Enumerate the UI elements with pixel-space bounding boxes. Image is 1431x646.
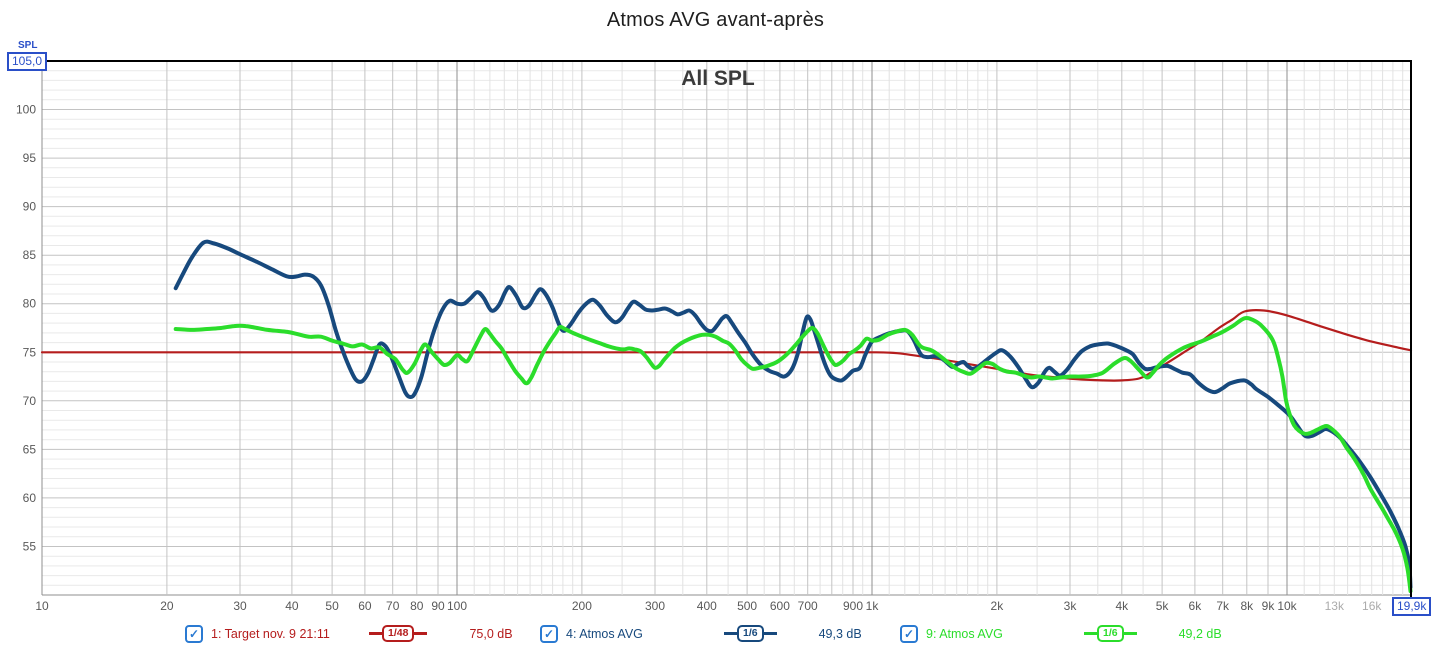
- svg-text:10k: 10k: [1277, 599, 1297, 613]
- svg-text:10: 10: [35, 599, 49, 613]
- svg-text:500: 500: [737, 599, 757, 613]
- y-axis-max-box[interactable]: 105,0: [7, 52, 48, 71]
- trace-name[interactable]: 9: Atmos AVG: [926, 626, 1003, 641]
- smoothing-label: 1/6: [1097, 625, 1124, 642]
- trace-1: [40, 309, 1413, 382]
- svg-text:60: 60: [358, 599, 372, 613]
- svg-text:9k: 9k: [1262, 599, 1276, 613]
- trace-line-sample: [1123, 632, 1137, 635]
- smoothing-badge[interactable]: 1/48: [369, 625, 428, 642]
- svg-text:100: 100: [16, 103, 36, 117]
- svg-text:95: 95: [23, 151, 37, 165]
- plot-border: [36, 60, 1412, 599]
- page-title: Atmos AVG avant-après: [606, 9, 825, 31]
- svg-text:1k: 1k: [866, 599, 880, 613]
- svg-text:700: 700: [798, 599, 818, 613]
- svg-text:400: 400: [697, 599, 717, 613]
- svg-text:50: 50: [325, 599, 339, 613]
- svg-text:6k: 6k: [1189, 599, 1203, 613]
- svg-text:70: 70: [23, 394, 37, 408]
- smoothing-label: 1/6: [737, 625, 764, 642]
- svg-text:2k: 2k: [991, 599, 1005, 613]
- svg-text:90: 90: [23, 200, 37, 214]
- smoothing-badge[interactable]: 1/6: [724, 625, 777, 642]
- trace-level-value: 49,3 dB: [818, 626, 862, 641]
- legend-item-atmos-avg-4: 4: Atmos AVG 1/6 49,3 dB: [540, 621, 862, 646]
- trace-9: [173, 315, 1413, 594]
- svg-text:30: 30: [233, 599, 247, 613]
- trace-checkbox-icon[interactable]: [185, 624, 203, 643]
- svg-text:80: 80: [23, 297, 37, 311]
- x-axis-max-box[interactable]: 19,9k: [1392, 597, 1431, 616]
- svg-text:90: 90: [431, 599, 445, 613]
- svg-text:3k: 3k: [1064, 599, 1078, 613]
- svg-text:13k: 13k: [1325, 599, 1345, 613]
- svg-text:40: 40: [285, 599, 299, 613]
- trace-line-sample: [414, 632, 428, 635]
- svg-text:60: 60: [23, 491, 37, 505]
- svg-text:7k: 7k: [1216, 599, 1230, 613]
- svg-text:20: 20: [160, 599, 174, 613]
- svg-text:55: 55: [23, 540, 37, 554]
- trace-4: [173, 239, 1413, 590]
- legend-item-target: 1: Target nov. 9 21:11 1/48 75,0 dB: [185, 621, 513, 646]
- svg-text:300: 300: [645, 599, 665, 613]
- trace-checkbox-icon[interactable]: [900, 624, 918, 643]
- svg-text:600: 600: [770, 599, 790, 613]
- trace-name[interactable]: 4: Atmos AVG: [566, 626, 643, 641]
- smoothing-badge[interactable]: 1/6: [1084, 625, 1137, 642]
- trace-line-sample: [763, 632, 777, 635]
- svg-text:80: 80: [410, 599, 424, 613]
- svg-text:200: 200: [572, 599, 592, 613]
- chart-inner-title: All SPL: [681, 67, 755, 90]
- svg-text:65: 65: [23, 442, 37, 456]
- svg-text:100: 100: [447, 599, 467, 613]
- trace-legend: 1: Target nov. 9 21:11 1/48 75,0 dB 4: A…: [0, 621, 1431, 646]
- svg-text:4k: 4k: [1115, 599, 1129, 613]
- trace-name[interactable]: 1: Target nov. 9 21:11: [211, 626, 330, 641]
- trace-checkbox-icon[interactable]: [540, 624, 558, 643]
- trace-line-sample: [369, 632, 382, 635]
- svg-text:85: 85: [23, 248, 37, 262]
- svg-text:900: 900: [843, 599, 863, 613]
- trace-line-sample: [1084, 632, 1097, 635]
- svg-text:70: 70: [386, 599, 400, 613]
- trace-level-value: 49,2 dB: [1178, 626, 1222, 641]
- svg-text:5k: 5k: [1156, 599, 1170, 613]
- smoothing-label: 1/48: [382, 625, 415, 642]
- svg-text:16k: 16k: [1362, 599, 1382, 613]
- trace-level-value: 75,0 dB: [469, 626, 513, 641]
- grid: [41, 61, 1411, 596]
- y-axis-title: SPL: [18, 40, 38, 51]
- legend-item-atmos-avg-9: 9: Atmos AVG 1/6 49,2 dB: [900, 621, 1222, 646]
- trace-line-sample: [724, 632, 737, 635]
- svg-text:8k: 8k: [1240, 599, 1254, 613]
- svg-text:75: 75: [23, 345, 37, 359]
